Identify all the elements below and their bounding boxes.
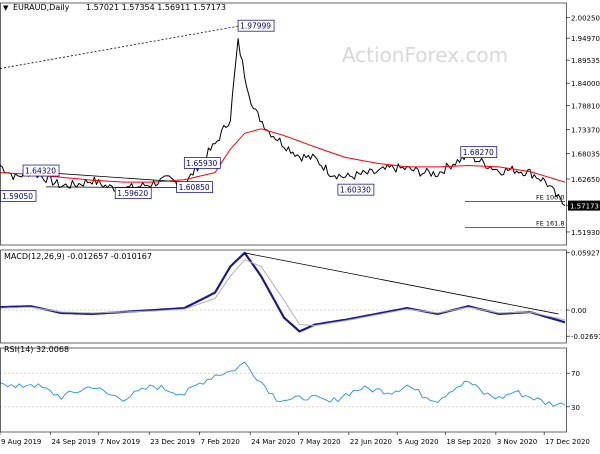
y-tick-label: 1.94970 [571,35,600,43]
y-tick-label: 2.00250 [571,14,600,22]
macd-series-line [0,251,566,333]
level-box-label: 1.64320 [25,167,56,176]
rsi-title: RSI(14) 32.0068 [4,345,69,354]
x-tick-label: 7 May 2020 [299,438,340,446]
y-tick-label: 0.00 [571,307,587,315]
y-tick-label: -0.026978 [571,333,600,341]
rsi-series-line [0,361,566,407]
panel-frame [0,2,567,246]
level-box [183,157,221,169]
level-box-label: 1.60330 [340,186,371,195]
y-tick-label: 1.68035 [571,151,600,159]
level-box [176,181,213,193]
level-box [0,190,37,202]
trend-line [0,25,239,69]
level-box-label: 1.59050 [2,192,33,201]
x-tick-label: 24 Mar 2020 [251,438,295,446]
x-tick-label: 7 Nov 2019 [100,438,140,446]
level-box-label: 1.65930 [186,159,217,168]
level-box [22,164,60,177]
fe-level-label: FE 100.0 [536,194,565,202]
trend-line [244,252,559,315]
x-tick-label: 3 Nov 2020 [497,438,537,446]
level-box [337,183,375,196]
ohlc-values: 1.57021 1.57354 1.56911 1.57173 [86,3,226,12]
level-box-label: 1.60850 [179,183,210,192]
x-tick-label: 18 Sep 2020 [446,438,490,446]
x-tick-label: 17 Dec 2020 [545,438,590,446]
x-tick-label: 23 Dec 2019 [150,438,195,446]
level-box [460,146,498,158]
macd-title: MACD(12,26,9) -0.012657 -0.010167 [4,252,152,261]
fe-level-label: FE 161.8 [536,220,565,228]
level-box-label: 1.97999 [240,22,271,31]
x-tick-label: 7 Feb 2020 [201,438,240,446]
y-tick-label: 30 [571,404,580,412]
x-tick-label: 22 Jun 2020 [350,438,392,446]
current-price-marker [568,200,600,211]
level-box [114,187,152,199]
trend-line [46,186,177,189]
y-tick-label: 1.84000 [571,80,600,88]
symbol-label: EURAUD,Daily [13,3,70,12]
level-box-label: 1.68270 [463,148,494,157]
collapse-arrow-icon[interactable]: ▼ [3,4,9,12]
watermark-text: ActionForex.com [342,43,508,67]
ma-series-line [0,128,566,183]
level-box-label: 1.59620 [117,189,148,198]
x-tick-label: 24 Sep 2019 [51,438,95,446]
y-tick-label: 1.73370 [571,126,600,134]
x-tick-label: 9 Aug 2019 [1,438,41,446]
x-tick-label: 5 Aug 2020 [398,438,438,446]
level-box [237,19,275,32]
panel-frame [0,249,567,344]
y-tick-label: 70 [571,370,580,378]
y-tick-label: 0.059272 [571,250,600,258]
current-price-label: 1.57173 [570,203,599,211]
y-tick-label: 1.62650 [571,176,600,184]
panel-frame [0,347,567,433]
y-tick-label: 1.78810 [571,102,600,110]
signal-series-line [0,259,566,327]
y-tick-label: 1.89535 [571,57,600,65]
y-tick-label: 1.51930 [571,229,600,237]
